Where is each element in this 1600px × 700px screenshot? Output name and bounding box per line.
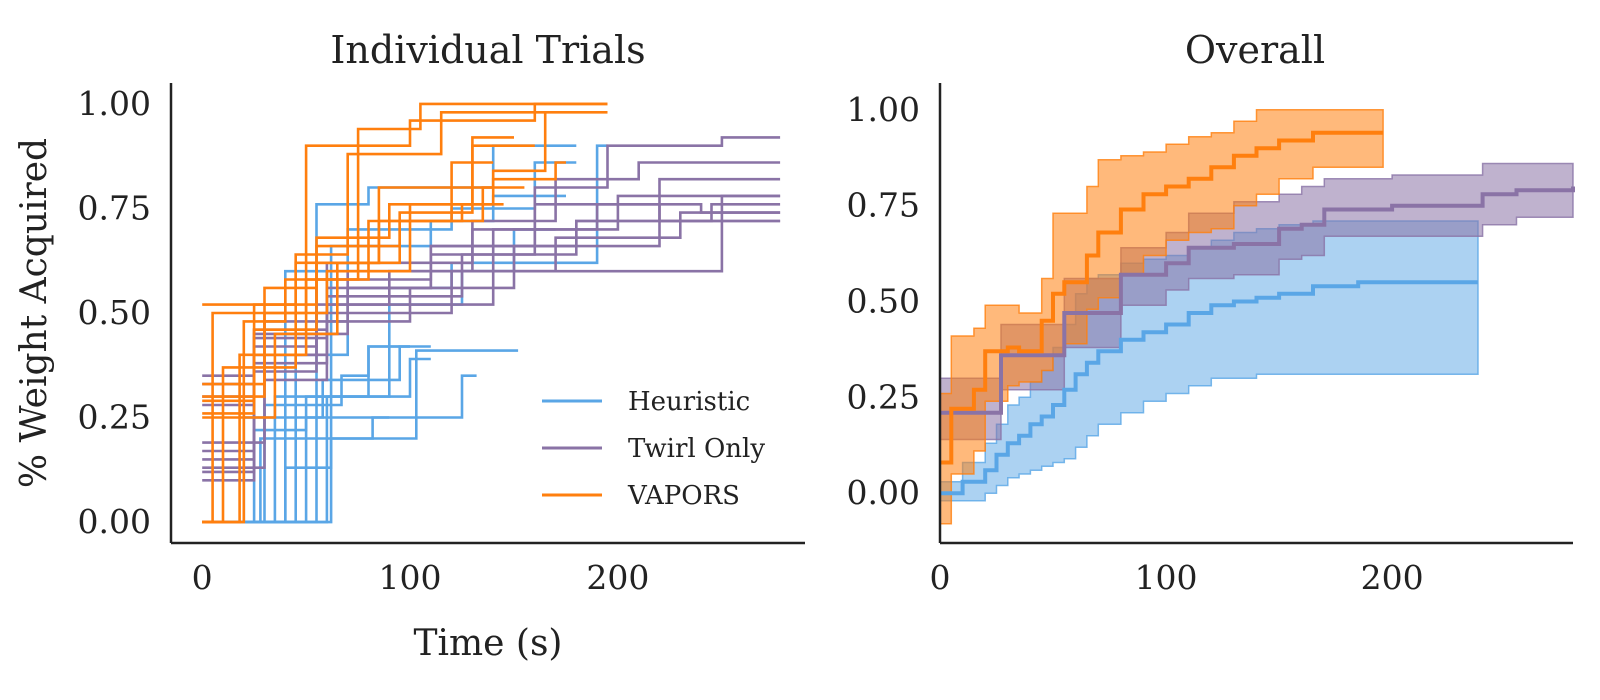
mean-line-vapors (940, 130, 1384, 465)
trial-line-vapors (202, 136, 514, 386)
mean-lines (940, 130, 1575, 496)
trial-line-twirl-only (202, 194, 781, 377)
trial-line-twirl-only (202, 203, 781, 386)
mean-line-twirl-only (940, 186, 1575, 415)
trial-line-heuristic (202, 144, 577, 524)
x-tick-label: 200 (586, 558, 649, 597)
trial-line-heuristic (202, 345, 410, 524)
chart-title-individual-trials: Individual Trials (330, 28, 645, 72)
x-tick-label: 200 (1361, 558, 1424, 597)
y-axis-label: % Weight Acquired (14, 138, 55, 488)
x-axis-label: Time (s) (414, 623, 563, 664)
panel-overall: Overall 0 100 200 0.00 0.25 0.50 0.75 1.00 (847, 28, 1575, 597)
y-tick-label: 0.50 (847, 282, 920, 321)
trial-line-vapors (202, 111, 546, 524)
y-tick-label: 0.00 (78, 502, 151, 541)
y-tick-label: 1.00 (78, 84, 151, 123)
trial-line-heuristic (202, 374, 477, 524)
trial-line-vapors (202, 111, 608, 306)
y-tick-label: 0.25 (78, 398, 151, 437)
y-tick-label: 0.75 (78, 188, 151, 227)
panel-individual-trials: Individual Trials 0 100 200 0.00 0.25 0.50 0.7… (14, 28, 805, 664)
confidence-bands (939, 109, 1574, 525)
axis-ticks-right: 0 100 200 0.00 0.25 0.50 0.75 1.00 (847, 90, 1424, 597)
legend: Heuristic Twirl Only VAPORS (542, 387, 765, 511)
legend-label-twirl-only: Twirl Only (628, 434, 765, 464)
y-tick-label: 0.25 (847, 377, 920, 416)
chart-title-overall: Overall (1185, 28, 1325, 72)
y-tick-label: 0.75 (847, 186, 920, 225)
legend-label-heuristic: Heuristic (628, 387, 750, 417)
y-tick-label: 0.50 (78, 293, 151, 332)
trial-line-vapors (202, 203, 504, 419)
x-tick-label: 100 (1135, 558, 1198, 597)
legend-label-vapors: VAPORS (627, 481, 740, 511)
trial-lines (202, 102, 781, 524)
y-tick-label: 1.00 (847, 90, 920, 129)
axis-ticks-left: 0 100 200 0.00 0.25 0.50 0.75 1.00 (78, 84, 650, 597)
x-tick-label: 0 (192, 558, 213, 597)
x-tick-label: 0 (930, 558, 951, 597)
trial-line-twirl-only (202, 194, 781, 461)
mean-line-heuristic (940, 280, 1478, 496)
y-tick-label: 0.00 (847, 473, 920, 512)
x-tick-label: 100 (379, 558, 442, 597)
